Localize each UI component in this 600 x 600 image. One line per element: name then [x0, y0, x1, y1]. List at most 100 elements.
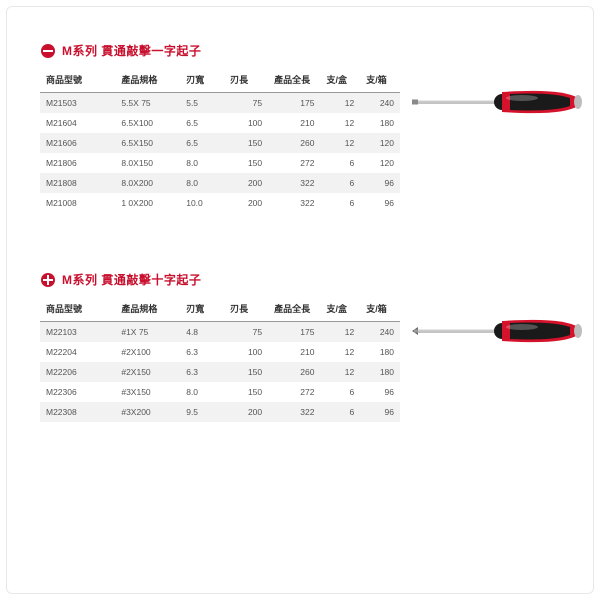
table-row: M22306#3X1508.0150272696 [40, 382, 400, 402]
table-cell: #2X100 [115, 342, 180, 362]
table-cell: 150 [224, 133, 268, 153]
column-header: 商品型號 [40, 69, 115, 93]
table-cell: #1X 75 [115, 322, 180, 343]
table-cell: 200 [224, 193, 268, 213]
table-cell: 8.0X150 [115, 153, 180, 173]
table-cell: 12 [320, 133, 360, 153]
column-header: 支/盒 [320, 298, 360, 322]
table-cell: 9.5 [180, 402, 224, 422]
table-row: M22206#2X1506.315026012180 [40, 362, 400, 382]
table-row: M218088.0X2008.0200322696 [40, 173, 400, 193]
table-cell: 96 [360, 173, 400, 193]
spec-table: 商品型號產品規格刃寬刃長產品全長支/盒支/箱M215035.5X 755.575… [40, 69, 400, 213]
table-cell: 100 [224, 342, 268, 362]
table-cell: 272 [268, 153, 320, 173]
table-cell: M22306 [40, 382, 115, 402]
table-row: M218068.0X1508.01502726120 [40, 153, 400, 173]
table-cell: 240 [360, 93, 400, 114]
table-cell: 210 [268, 113, 320, 133]
table-row: M22204#2X1006.310021012180 [40, 342, 400, 362]
column-header: 支/箱 [360, 69, 400, 93]
table-cell: 1 0X200 [115, 193, 180, 213]
flat-tip-icon [40, 43, 56, 59]
table-cell: 75 [224, 93, 268, 114]
table-cell: M21008 [40, 193, 115, 213]
table-cell: M21503 [40, 93, 115, 114]
table-cell: 6.5X100 [115, 113, 180, 133]
table-cell: 8.0 [180, 173, 224, 193]
table-cell: 6.3 [180, 362, 224, 382]
table-cell: 150 [224, 362, 268, 382]
flat-screwdriver-illustration [412, 84, 582, 120]
phillips-screwdriver-illustration [412, 313, 582, 349]
table-cell: M22308 [40, 402, 115, 422]
table-cell: 272 [268, 382, 320, 402]
table-cell: 260 [268, 133, 320, 153]
table-cell: 12 [320, 362, 360, 382]
column-header: 刃寬 [180, 69, 224, 93]
column-header: 支/箱 [360, 298, 400, 322]
column-header: 刃寬 [180, 298, 224, 322]
section-flat: M系列 貫通敲擊一字起子商品型號產品規格刃寬刃長產品全長支/盒支/箱M21503… [40, 42, 576, 213]
table-cell: 6 [320, 173, 360, 193]
table-cell: 8.0 [180, 153, 224, 173]
table-cell: 260 [268, 362, 320, 382]
table-cell: 10.0 [180, 193, 224, 213]
table-cell: 75 [224, 322, 268, 343]
table-cell: 12 [320, 342, 360, 362]
table-cell: 4.8 [180, 322, 224, 343]
table-cell: 240 [360, 322, 400, 343]
table-cell: 96 [360, 193, 400, 213]
table-cell: 120 [360, 133, 400, 153]
table-cell: 200 [224, 402, 268, 422]
table-cell: 6.5 [180, 113, 224, 133]
table-cell: 8.0 [180, 382, 224, 402]
column-header: 刃長 [224, 298, 268, 322]
table-cell: 96 [360, 382, 400, 402]
table-cell: 5.5 [180, 93, 224, 114]
column-header: 產品全長 [268, 298, 320, 322]
table-cell: 200 [224, 173, 268, 193]
table-cell: 322 [268, 193, 320, 213]
table-cell: 5.5X 75 [115, 93, 180, 114]
table-cell: 12 [320, 322, 360, 343]
table-cell: 120 [360, 153, 400, 173]
table-cell: 150 [224, 382, 268, 402]
column-header: 支/盒 [320, 69, 360, 93]
table-cell: M22103 [40, 322, 115, 343]
section-title: M系列 貫通敲擊十字起子 [62, 271, 201, 288]
section-phillips: M系列 貫通敲擊十字起子商品型號產品規格刃寬刃長產品全長支/盒支/箱M22103… [40, 271, 576, 422]
table-row: M22103#1X 754.87517512240 [40, 322, 400, 343]
table-cell: #2X150 [115, 362, 180, 382]
table-row: M216066.5X1506.515026012120 [40, 133, 400, 153]
table-cell: M21604 [40, 113, 115, 133]
table-cell: 100 [224, 113, 268, 133]
table-cell: 175 [268, 93, 320, 114]
table-row: M215035.5X 755.57517512240 [40, 93, 400, 114]
table-cell: 150 [224, 153, 268, 173]
column-header: 產品規格 [115, 298, 180, 322]
column-header: 刃長 [224, 69, 268, 93]
section-header: M系列 貫通敲擊一字起子 [40, 42, 576, 59]
table-cell: M22206 [40, 362, 115, 382]
table-cell: 210 [268, 342, 320, 362]
table-row: M216046.5X1006.510021012180 [40, 113, 400, 133]
table-cell: M21606 [40, 133, 115, 153]
table-cell: 175 [268, 322, 320, 343]
table-cell: 6 [320, 153, 360, 173]
table-cell: 6 [320, 382, 360, 402]
table-cell: M21806 [40, 153, 115, 173]
table-cell: 6.5X150 [115, 133, 180, 153]
section-title: M系列 貫通敲擊一字起子 [62, 42, 201, 59]
table-cell: 6 [320, 193, 360, 213]
column-header: 商品型號 [40, 298, 115, 322]
table-cell: 8.0X200 [115, 173, 180, 193]
table-row: M22308#3X2009.5200322696 [40, 402, 400, 422]
table-cell: 12 [320, 113, 360, 133]
table-cell: 322 [268, 402, 320, 422]
table-row: M210081 0X20010.0200322696 [40, 193, 400, 213]
table-cell: 180 [360, 362, 400, 382]
section-header: M系列 貫通敲擊十字起子 [40, 271, 576, 288]
table-cell: 96 [360, 402, 400, 422]
table-cell: 322 [268, 173, 320, 193]
